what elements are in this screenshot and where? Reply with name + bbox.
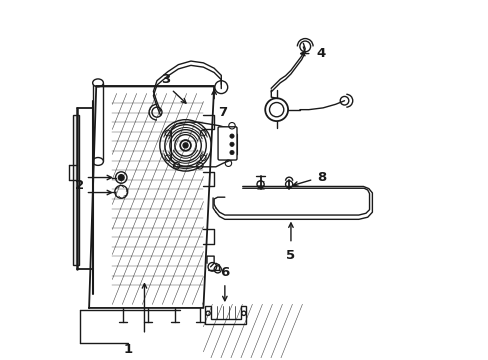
Circle shape	[229, 134, 234, 138]
Text: 8: 8	[317, 171, 326, 184]
Circle shape	[229, 142, 234, 147]
Text: 5: 5	[286, 249, 295, 262]
Text: 3: 3	[161, 73, 170, 86]
Ellipse shape	[93, 79, 103, 87]
Text: 6: 6	[220, 266, 229, 279]
Text: 7: 7	[218, 106, 227, 119]
Bar	[93, 83, 103, 161]
Text: 4: 4	[315, 47, 325, 60]
Polygon shape	[205, 306, 246, 324]
Circle shape	[118, 175, 124, 180]
Text: 2: 2	[75, 179, 84, 192]
Bar	[73, 115, 79, 265]
Circle shape	[183, 143, 188, 148]
Circle shape	[229, 150, 234, 155]
Polygon shape	[171, 122, 237, 167]
FancyBboxPatch shape	[218, 127, 237, 160]
Text: 1: 1	[123, 343, 133, 356]
Ellipse shape	[93, 158, 103, 165]
